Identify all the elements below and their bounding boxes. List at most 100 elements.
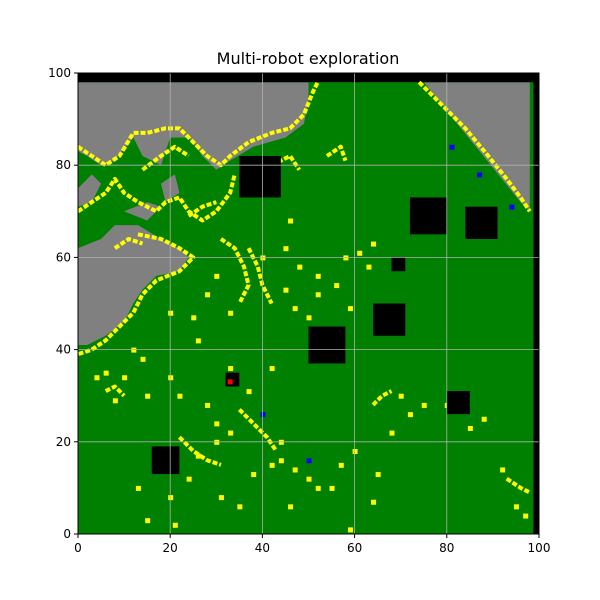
frontier-cell (375, 472, 381, 478)
frontier-path (187, 200, 217, 218)
y-tick-label: 60 (56, 250, 71, 264)
y-tick-label: 40 (56, 343, 71, 357)
frontier-cell (292, 467, 298, 473)
frontier-path (325, 144, 348, 162)
frontier-cell (467, 425, 473, 431)
obstacle (446, 391, 470, 415)
frontier-cell (283, 287, 289, 293)
frontier-path (371, 389, 393, 407)
frontier-cell (214, 421, 220, 427)
frontier-cell (371, 241, 377, 247)
frontier-cell (269, 366, 275, 372)
frontier-cell (205, 292, 211, 298)
frontier-cell (218, 495, 224, 501)
frontier-cell (122, 375, 128, 381)
frontier-cell (315, 485, 321, 491)
frontier-cell (145, 518, 151, 524)
frontier-cell (297, 264, 303, 270)
target-cell (227, 379, 233, 385)
frontier-path (104, 384, 126, 398)
frontier-cell (168, 375, 174, 381)
frontier-cell (421, 402, 427, 408)
frontier-cell (288, 218, 294, 224)
frontier-cell (500, 467, 506, 473)
frontier-cell (260, 255, 266, 261)
frontier-cell (195, 338, 201, 344)
frontier-cell (131, 347, 137, 353)
x-tick-label: 80 (439, 541, 454, 555)
frontier-cell (352, 449, 358, 455)
unknown-region (124, 202, 161, 221)
frontier-cell (371, 499, 377, 505)
frontier-cell (357, 250, 363, 256)
unknown-region (78, 225, 189, 345)
robot-marker (477, 172, 483, 178)
frontier-cell (481, 416, 487, 422)
frontier-cell (246, 389, 252, 395)
frontier-path (76, 81, 320, 168)
frontier-cell (214, 439, 220, 445)
frontier-cell (195, 453, 201, 459)
frontier-cell (278, 439, 284, 445)
frontier-cell (389, 430, 395, 436)
obstacle (151, 446, 180, 475)
x-tick-label: 0 (74, 541, 82, 555)
frontier-cell (94, 375, 100, 381)
frontier-cell (347, 306, 353, 312)
obstacle (409, 197, 447, 235)
frontier-cell (214, 273, 220, 279)
frontier-cell (269, 462, 275, 468)
frontier-path (178, 435, 222, 467)
robot-marker (509, 204, 515, 210)
frontier-cell (168, 495, 174, 501)
frontier-path (505, 477, 531, 495)
frontier-cell (251, 472, 257, 478)
frontier-cell (523, 513, 529, 519)
robot-marker (306, 458, 312, 464)
frontier-path (76, 173, 237, 223)
frontier-cell (103, 370, 109, 376)
frontier-path (77, 232, 196, 357)
frontier-cell (228, 430, 234, 436)
frontier-cell (366, 264, 372, 270)
y-tick-label: 20 (56, 435, 71, 449)
frontier-cell (306, 476, 312, 482)
x-tick-label: 100 (528, 541, 551, 555)
frontier-cell (186, 476, 192, 482)
frontier-cell (347, 527, 353, 533)
frontier-cell (513, 504, 519, 510)
frontier-cell (329, 485, 335, 491)
frontier-cell (145, 393, 151, 399)
frontier-cell (283, 246, 289, 252)
x-tick-label: 40 (255, 541, 270, 555)
frontier-cell (343, 255, 349, 261)
frontier-cell (140, 356, 146, 362)
frontier-cell (112, 398, 118, 404)
frontier-cell (338, 462, 344, 468)
obstacle (373, 303, 406, 336)
map-border-top (78, 73, 539, 83)
frontier-path (141, 144, 190, 172)
frontier-cell (168, 310, 174, 316)
frontier-cell (191, 315, 197, 321)
chart-title: Multi-robot exploration (217, 49, 400, 68)
frontier-cell (172, 522, 178, 528)
frontier-cell (288, 504, 294, 510)
map-area (76, 72, 540, 535)
obstacle (465, 206, 498, 239)
frontier-cell (407, 412, 413, 418)
frontier-cell (228, 310, 234, 316)
robot-marker (449, 144, 455, 150)
robot-marker (260, 412, 266, 418)
obstacle (391, 257, 406, 272)
frontier-path (417, 80, 532, 213)
frontier-cell (306, 315, 312, 321)
obstacle (239, 155, 281, 198)
frontier-cell (334, 283, 340, 289)
axes: 0 20 40 60 80 100 0 20 40 60 80 100 (48, 66, 550, 555)
frontier-cell (228, 366, 234, 372)
frontier-cell (398, 393, 404, 399)
frontier-cell (237, 504, 243, 510)
